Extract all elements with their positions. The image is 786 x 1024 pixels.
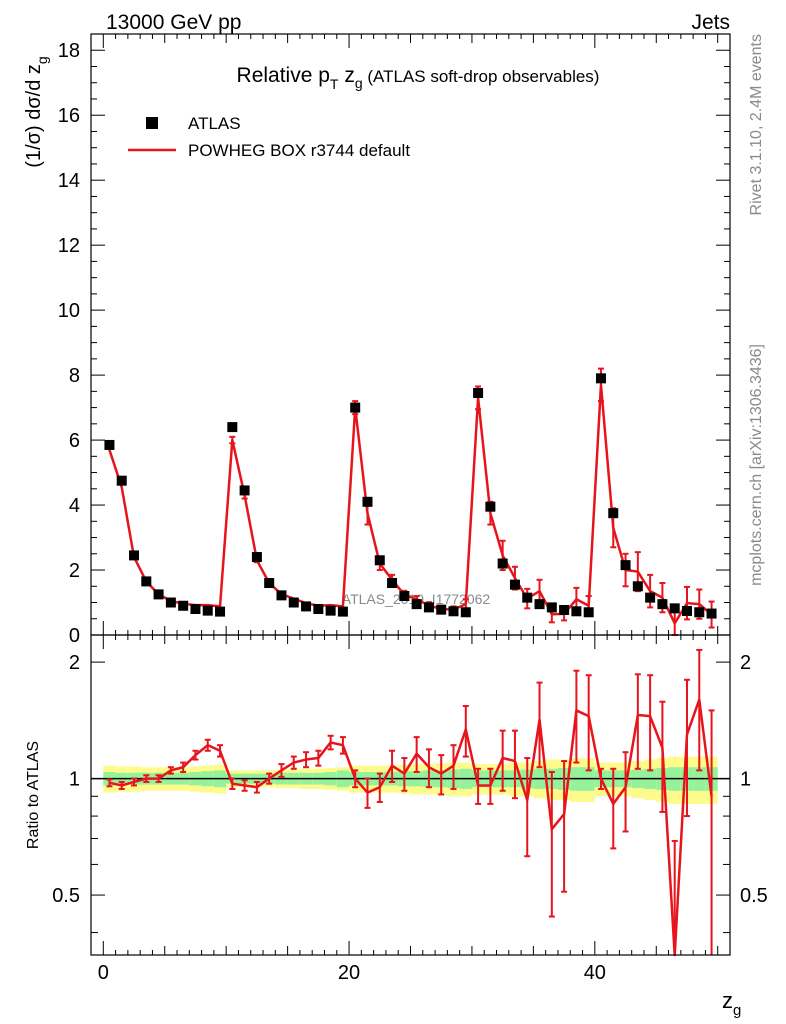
atlas-point [239, 485, 250, 496]
atlas-point [473, 387, 484, 398]
y-tick-label-lower: 0.5 [52, 885, 80, 907]
atlas-point [546, 602, 557, 613]
y-tick-label-upper: 0 [69, 625, 80, 647]
atlas-point [387, 578, 398, 589]
atlas-point [571, 606, 582, 617]
atlas-point [264, 578, 275, 589]
atlas-point [313, 604, 324, 615]
legend-label-atlas: ATLAS [188, 114, 241, 133]
atlas-point [116, 475, 127, 486]
y-tick-label-upper: 4 [69, 495, 80, 517]
atlas-point [657, 599, 668, 610]
atlas-point [620, 560, 631, 571]
y-tick-label-lower: 1 [69, 769, 80, 791]
atlas-point [706, 608, 717, 619]
atlas-point [301, 601, 312, 612]
x-tick-label: 40 [584, 962, 606, 984]
y-label-upper-sub: g [34, 56, 50, 64]
atlas-point [399, 591, 410, 602]
y-tick-label-upper: 6 [69, 430, 80, 452]
y-tick-label-upper: 2 [69, 560, 80, 582]
legend-label-powheg: POWHEG BOX r3744 default [188, 141, 410, 160]
atlas-point [202, 605, 213, 616]
atlas-point [288, 597, 299, 608]
x-tick-label: 20 [338, 962, 360, 984]
atlas-point [104, 439, 115, 450]
atlas-point [522, 592, 533, 603]
title-z: z [338, 64, 354, 87]
x-label-sub: g [733, 1002, 741, 1019]
y-tick-label-upper: 10 [58, 300, 80, 322]
x-label-main: z [722, 988, 733, 1013]
y-tick-label-upper: 16 [58, 105, 80, 127]
atlas-point [485, 501, 496, 512]
atlas-point [509, 579, 520, 590]
atlas-point [153, 589, 164, 600]
chart-title: Relative pT zg (ATLAS soft-drop observab… [237, 64, 600, 92]
atlas-point [350, 402, 361, 413]
atlas-point [325, 605, 336, 616]
atlas-point [608, 508, 619, 519]
category-label: Jets [691, 11, 730, 34]
mcplots-label: mcplots.cern.ch [arXiv:1306.3436] [748, 344, 765, 586]
atlas-point [141, 576, 152, 587]
y-axis-label-lower: Ratio to ATLAS [25, 741, 42, 849]
y-tick-label-lower-right: 1 [740, 769, 751, 791]
atlas-point [436, 604, 447, 615]
rivet-label: Rivet 3.1.10, 2.4M events [748, 34, 765, 215]
y-tick-label-lower-right: 0.5 [740, 885, 768, 907]
title-sub-g: g [355, 75, 363, 91]
ratio-line [109, 698, 713, 957]
upper-axes: 0 2 4 6 8 10 12 14 16 18 [58, 33, 730, 647]
atlas-point [251, 552, 262, 563]
atlas-point [669, 603, 680, 614]
lower-frame [90, 634, 731, 956]
y-tick-label-upper: 12 [58, 235, 80, 257]
atlas-point [583, 607, 594, 618]
title-main: Relative p [237, 64, 330, 87]
x-tick-label: 0 [98, 962, 109, 984]
title-sub-t: T [330, 76, 339, 92]
atlas-point [227, 422, 238, 433]
lower-data-layer [106, 648, 715, 957]
powheg-line [108, 383, 713, 625]
y-axis-label-upper: (1/σ) dσ/d zg [23, 56, 50, 167]
atlas-point [411, 599, 422, 610]
y-label-upper-main: (1/σ) dσ/d z [23, 64, 45, 168]
atlas-point [215, 606, 226, 617]
atlas-point [595, 373, 606, 384]
atlas-point [276, 590, 287, 601]
atlas-point [190, 604, 201, 615]
atlas-point [165, 597, 176, 608]
uncertainty-band [91, 756, 730, 804]
atlas-point [178, 600, 189, 611]
upper-data-layer [104, 367, 717, 636]
title-rest: (ATLAS soft-drop observables) [363, 67, 600, 86]
y-tick-label-upper: 18 [58, 40, 80, 62]
atlas-point [337, 606, 348, 617]
atlas-point [374, 555, 385, 566]
y-tick-label-upper: 14 [58, 170, 80, 192]
atlas-point [559, 604, 570, 615]
atlas-point [497, 558, 508, 569]
x-axis-label: zg [722, 988, 741, 1019]
atlas-point [448, 606, 459, 617]
atlas-point [681, 605, 692, 616]
lower-axes: 0 20 40 0.5 0.5 1 1 2 2 [52, 635, 768, 984]
energy-label: 13000 GeV pp [106, 11, 241, 34]
upper-frame [90, 33, 731, 636]
atlas-point [645, 592, 656, 603]
atlas-point [362, 496, 373, 507]
atlas-point [460, 607, 471, 618]
y-tick-label-lower-right: 2 [740, 652, 751, 674]
atlas-point [423, 602, 434, 613]
y-tick-label-lower: 2 [69, 652, 80, 674]
atlas-point [632, 581, 643, 592]
y-tick-label-upper: 8 [69, 365, 80, 387]
atlas-point [694, 607, 705, 618]
atlas-point [534, 599, 545, 610]
legend-marker-atlas [146, 117, 158, 129]
atlas-point [129, 550, 140, 561]
